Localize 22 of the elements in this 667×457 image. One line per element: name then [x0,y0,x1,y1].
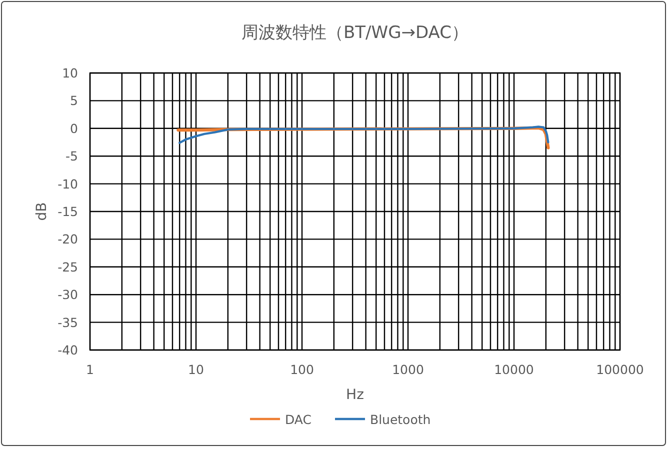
y-tick-label: -40 [58,342,78,358]
y-tick-label: -5 [66,148,78,164]
y-tick-label: -35 [58,314,78,330]
legend-label: DAC [285,412,312,427]
y-tick-label: -10 [58,176,78,192]
x-axis-title: Hz [346,387,364,403]
y-tick-label: 5 [70,93,78,108]
chart-title: 周波数特性（BT/WG→DAC） [242,23,468,43]
x-tick-label: 1 [86,362,94,377]
x-tick-label: 100 [290,362,314,377]
x-tick-label: 1000 [392,362,424,377]
y-tick-label: -15 [58,204,78,219]
y-tick-label: 10 [62,66,78,80]
x-tick-label: 10 [188,362,204,377]
y-tick-label: -25 [58,259,78,274]
y-tick-label: 0 [70,120,78,136]
x-tick-label: 10000 [494,362,534,377]
y-tick-label: -30 [58,287,78,302]
y-tick-label: -20 [58,232,78,247]
x-tick-label: 100000 [596,362,644,377]
legend-label: Bluetooth [370,412,431,427]
y-axis-title: dB [34,202,50,221]
